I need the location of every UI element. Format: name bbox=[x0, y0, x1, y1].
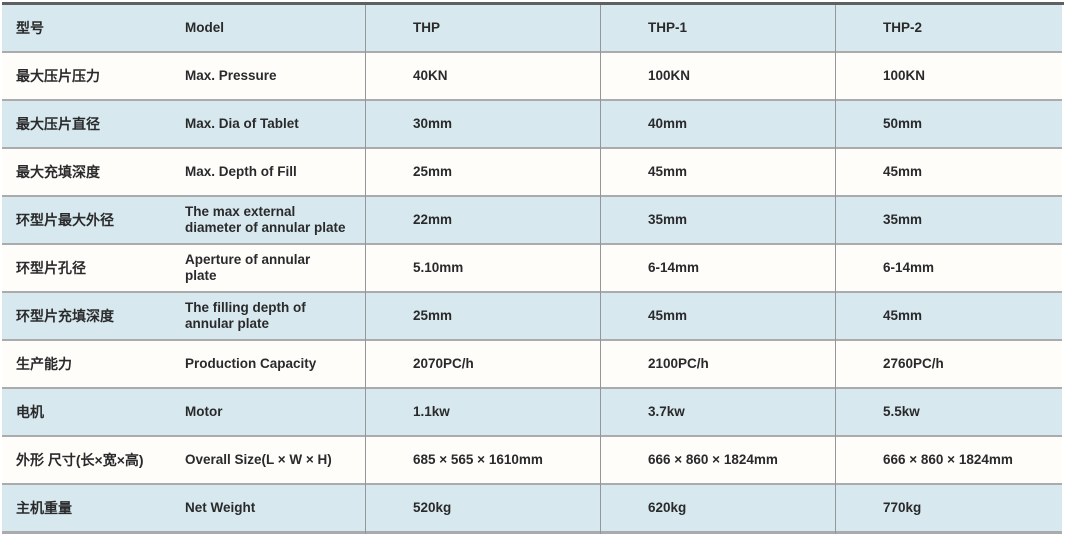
cell-value-thp: 2070PC/h bbox=[413, 356, 474, 371]
cell-value-thp2: 770kg bbox=[883, 500, 922, 515]
cell-value-thp: 685 × 565 × 1610mm bbox=[413, 452, 543, 467]
cell-value-thp2: 100KN bbox=[883, 68, 926, 83]
cell-value-thp: 25mm bbox=[413, 308, 453, 323]
table-top-border bbox=[2, 2, 1064, 5]
cell-value-thp1: 40mm bbox=[648, 116, 688, 131]
table-row: 最大压片直径 Max. Dia of Tablet 30mm 40mm 50mm bbox=[2, 101, 1062, 149]
cell-label-en: Motor bbox=[185, 404, 223, 419]
column-divider-3 bbox=[835, 5, 836, 534]
cell-label-cn: 环型片最大外径 bbox=[16, 212, 114, 228]
cell-label-en: Max. Pressure bbox=[185, 68, 277, 83]
cell-value-thp: 520kg bbox=[413, 500, 452, 515]
cell-value-thp1: 666 × 860 × 1824mm bbox=[648, 452, 778, 467]
cell-label-cn: 生产能力 bbox=[16, 356, 72, 372]
cell-label-cn: 外形 尺寸(长×宽×高) bbox=[16, 452, 144, 468]
table-body: 型号 Model THP THP-1 THP-2 最大压片压力 Max. Pres… bbox=[2, 5, 1062, 534]
cell-label-cn: 最大压片压力 bbox=[16, 68, 100, 84]
table-row: 电机 Motor 1.1kw 3.7kw 5.5kw bbox=[2, 389, 1062, 437]
cell-label-en: Net Weight bbox=[185, 500, 256, 515]
cell-label-en: Overall Size(L × W × H) bbox=[185, 452, 332, 467]
cell-value-thp2: 35mm bbox=[883, 212, 923, 227]
table-row: 环型片孔径 Aperture of annular plate 5.10mm 6-14… bbox=[2, 245, 1062, 293]
cell-value-thp: 25mm bbox=[413, 164, 453, 179]
cell-label-cn: 电机 bbox=[16, 404, 44, 420]
cell-label-en: Production Capacity bbox=[185, 356, 317, 371]
cell-value-thp2: 666 × 860 × 1824mm bbox=[883, 452, 1013, 467]
cell-label-cn: 最大充填深度 bbox=[16, 164, 100, 180]
cell-value-thp2: 50mm bbox=[883, 116, 923, 131]
cell-label-en: Max. Dia of Tablet bbox=[185, 116, 299, 131]
cell-label-cn: 主机重量 bbox=[16, 500, 72, 516]
header-model-cn: 型号 bbox=[16, 20, 44, 36]
cell-label-en: Max. Depth of Fill bbox=[185, 164, 297, 179]
table-row: 外形 尺寸(长×宽×高) Overall Size(L × W × H) 685 ×… bbox=[2, 437, 1062, 485]
cell-value-thp1: 45mm bbox=[648, 308, 688, 323]
header-col-thp: THP bbox=[413, 20, 440, 35]
cell-value-thp1: 620kg bbox=[648, 500, 687, 515]
cell-value-thp1: 100KN bbox=[648, 68, 691, 83]
column-divider-1 bbox=[365, 5, 366, 534]
cell-label-cn: 环型片充填深度 bbox=[16, 308, 114, 324]
cell-value-thp1: 2100PC/h bbox=[648, 356, 709, 371]
cell-value-thp1: 6-14mm bbox=[648, 260, 700, 275]
header-col-thp2: THP-2 bbox=[883, 20, 923, 35]
cell-label-en: The filling depth of annular plate bbox=[185, 300, 306, 331]
cell-label-en: Aperture of annular plate bbox=[185, 252, 311, 283]
header-model-en: Model bbox=[185, 20, 224, 35]
cell-value-thp: 5.10mm bbox=[413, 260, 464, 275]
table-row: 最大充填深度 Max. Depth of Fill 25mm 45mm 45mm bbox=[2, 149, 1062, 197]
cell-value-thp: 22mm bbox=[413, 212, 453, 227]
table-rows: 最大压片压力 Max. Pressure 40KN 100KN 100KN 最大压片直径 M… bbox=[2, 53, 1062, 534]
table-row: 生产能力 Production Capacity 2070PC/h 2100PC/h 2… bbox=[2, 341, 1062, 389]
cell-value-thp2: 2760PC/h bbox=[883, 356, 944, 371]
cell-value-thp1: 3.7kw bbox=[648, 404, 685, 419]
table-row: 环型片最大外径 The max external diameter of annu… bbox=[2, 197, 1062, 245]
cell-label-cn: 环型片孔径 bbox=[16, 260, 86, 276]
cell-value-thp1: 45mm bbox=[648, 164, 688, 179]
header-col-thp1: THP-1 bbox=[648, 20, 688, 35]
cell-value-thp2: 6-14mm bbox=[883, 260, 935, 275]
table-row: 环型片充填深度 The filling depth of annular plat… bbox=[2, 293, 1062, 341]
cell-label-cn: 最大压片直径 bbox=[16, 116, 100, 132]
cell-value-thp1: 35mm bbox=[648, 212, 688, 227]
cell-value-thp2: 5.5kw bbox=[883, 404, 920, 419]
cell-value-thp: 40KN bbox=[413, 68, 448, 83]
cell-label-en: The max external diameter of annular pla… bbox=[185, 204, 346, 235]
column-divider-2 bbox=[600, 5, 601, 534]
cell-value-thp: 1.1kw bbox=[413, 404, 450, 419]
cell-value-thp2: 45mm bbox=[883, 308, 923, 323]
cell-value-thp: 30mm bbox=[413, 116, 453, 131]
table-row: 最大压片压力 Max. Pressure 40KN 100KN 100KN bbox=[2, 53, 1062, 101]
table-header-row: 型号 Model THP THP-1 THP-2 bbox=[2, 5, 1062, 53]
cell-value-thp2: 45mm bbox=[883, 164, 923, 179]
table-row: 主机重量 Net Weight 520kg 620kg 770kg bbox=[2, 485, 1062, 534]
